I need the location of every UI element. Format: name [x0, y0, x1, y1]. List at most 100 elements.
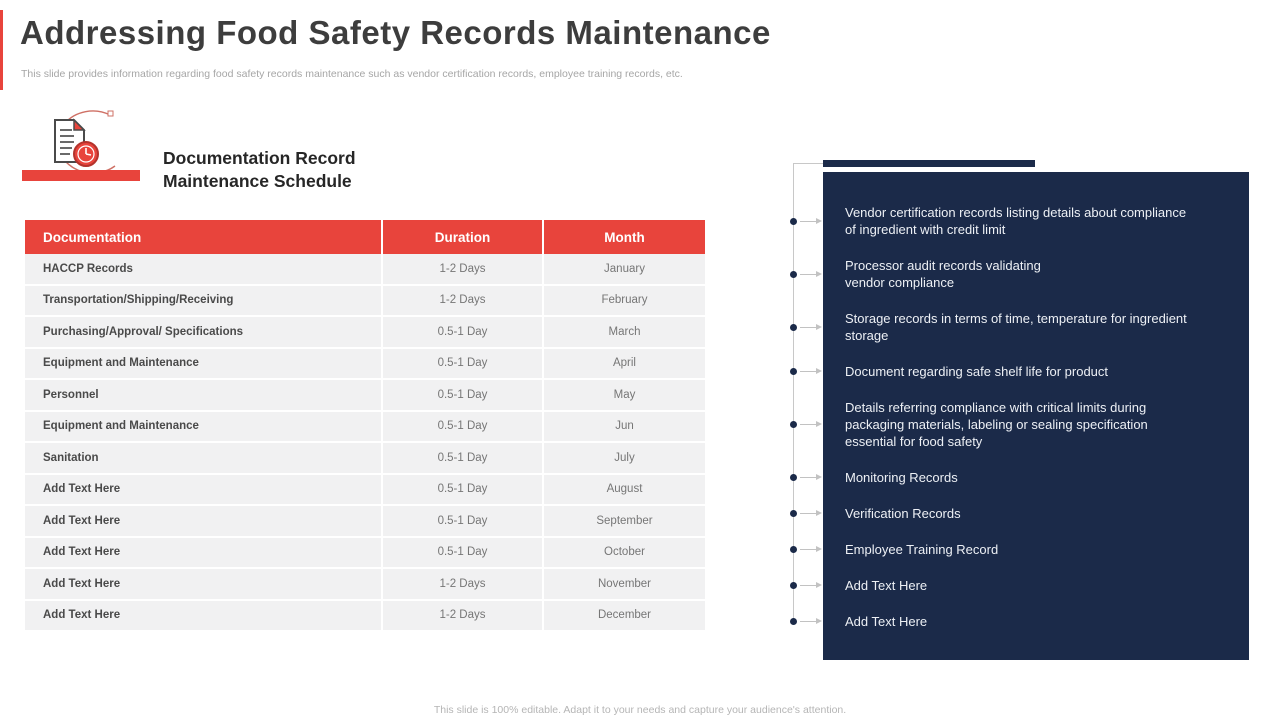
month-cell: October	[544, 537, 705, 569]
month-cell: January	[544, 254, 705, 286]
arrow-right-icon	[800, 371, 817, 372]
schedule-heading-line1: Documentation Record	[163, 148, 356, 168]
bullet-connector	[790, 509, 823, 518]
month-cell: August	[544, 474, 705, 506]
arrow-head-icon	[816, 368, 822, 374]
table-body: HACCP Records 1-2 Days January Transport…	[25, 254, 705, 632]
table-row: Sanitation 0.5-1 Day July	[25, 443, 705, 475]
duration-cell: 1-2 Days	[383, 285, 544, 317]
documentation-cell: Equipment and Maintenance	[25, 411, 383, 443]
table-row: Add Text Here 1-2 Days December	[25, 600, 705, 632]
column-header-month: Month	[544, 220, 705, 254]
arrow-head-icon	[816, 421, 822, 427]
duration-cell: 0.5-1 Day	[383, 317, 544, 349]
documentation-cell: Add Text Here	[25, 600, 383, 632]
duration-cell: 0.5-1 Day	[383, 443, 544, 475]
schedule-heading-line2: Maintenance Schedule	[163, 171, 352, 191]
bullet-item: Document regarding safe shelf life for p…	[845, 364, 1109, 379]
month-cell: May	[544, 380, 705, 412]
table-row: Add Text Here 0.5-1 Day August	[25, 474, 705, 506]
bullet-connector	[790, 473, 823, 482]
bullet-connector	[790, 617, 823, 626]
table-row: Add Text Here 1-2 Days November	[25, 569, 705, 601]
table-row: Transportation/Shipping/Receiving 1-2 Da…	[25, 285, 705, 317]
arrow-head-icon	[816, 618, 822, 624]
document-clock-icon	[22, 108, 142, 174]
arrow-right-icon	[800, 585, 817, 586]
schedule-heading: Documentation Record Maintenance Schedul…	[163, 147, 443, 193]
bullet-connector	[790, 581, 823, 590]
table-row: HACCP Records 1-2 Days January	[25, 254, 705, 286]
bullet-item: Storage records in terms of time, temper…	[845, 311, 1187, 343]
slide-subtitle: This slide provides information regardin…	[21, 68, 683, 80]
duration-cell: 0.5-1 Day	[383, 537, 544, 569]
schedule-table: Documentation Duration Month HACCP Recor…	[25, 220, 705, 632]
duration-cell: 1-2 Days	[383, 254, 544, 286]
bullet-item: Verification Records	[845, 506, 961, 521]
arrow-right-icon	[800, 477, 817, 478]
documentation-cell: HACCP Records	[25, 254, 383, 286]
month-cell: February	[544, 285, 705, 317]
arrow-head-icon	[816, 582, 822, 588]
month-cell: December	[544, 600, 705, 632]
duration-cell: 0.5-1 Day	[383, 348, 544, 380]
footer-note: This slide is 100% editable. Adapt it to…	[433, 704, 847, 716]
column-header-duration: Duration	[383, 220, 544, 254]
bullet-connector	[790, 545, 823, 554]
table-header-row: Documentation Duration Month	[25, 220, 705, 254]
duration-cell: 0.5-1 Day	[383, 380, 544, 412]
arrow-right-icon	[800, 549, 817, 550]
month-cell: March	[544, 317, 705, 349]
month-cell: April	[544, 348, 705, 380]
icon-accent-underline	[22, 170, 140, 181]
table-row: Add Text Here 0.5-1 Day October	[25, 537, 705, 569]
documentation-cell: Purchasing/Approval/ Specifications	[25, 317, 383, 349]
bullet-connector	[790, 420, 823, 429]
arrow-head-icon	[816, 546, 822, 552]
bullet-item: Monitoring Records	[845, 470, 958, 485]
bullet-item: Details referring compliance with critic…	[845, 400, 1148, 449]
arrow-head-icon	[816, 323, 822, 330]
month-cell: Jun	[544, 411, 705, 443]
documentation-cell: Equipment and Maintenance	[25, 348, 383, 380]
documentation-cell: Add Text Here	[25, 537, 383, 569]
bullet-connector	[790, 270, 823, 279]
arrow-right-icon	[800, 513, 817, 514]
duration-cell: 1-2 Days	[383, 600, 544, 632]
table-row: Equipment and Maintenance 0.5-1 Day Jun	[25, 411, 705, 443]
arrow-right-icon	[800, 220, 817, 222]
table-row: Add Text Here 0.5-1 Day September	[25, 506, 705, 538]
month-cell: November	[544, 569, 705, 601]
bullet-connector	[790, 217, 823, 226]
left-edge-accent	[0, 10, 3, 90]
bullet-item: Add Text Here	[845, 614, 928, 629]
documentation-cell: Transportation/Shipping/Receiving	[25, 285, 383, 317]
records-group: Vendor certification records listing det…	[790, 160, 1250, 670]
connector-rail	[793, 163, 794, 622]
arrow-head-icon	[816, 270, 822, 277]
panel-top-bar	[823, 160, 1035, 167]
bullet-item: Processor audit records validating vendo…	[845, 258, 1041, 290]
documentation-cell: Add Text Here	[25, 474, 383, 506]
records-panel: Vendor certification records listing det…	[823, 172, 1249, 660]
arrow-right-icon	[800, 424, 817, 425]
duration-cell: 0.5-1 Day	[383, 506, 544, 538]
arrow-head-icon	[816, 474, 822, 480]
arrow-right-icon	[800, 326, 817, 328]
table-row: Purchasing/Approval/ Specifications 0.5-…	[25, 317, 705, 349]
arrow-right-icon	[800, 273, 817, 275]
month-cell: July	[544, 443, 705, 475]
bullet-connector	[790, 367, 823, 376]
month-cell: September	[544, 506, 705, 538]
arrow-right-icon	[800, 621, 817, 622]
documentation-cell: Add Text Here	[25, 506, 383, 538]
column-header-documentation: Documentation	[25, 220, 383, 254]
duration-cell: 0.5-1 Day	[383, 474, 544, 506]
table-row: Personnel 0.5-1 Day May	[25, 380, 705, 412]
duration-cell: 0.5-1 Day	[383, 411, 544, 443]
arrow-head-icon	[816, 510, 822, 516]
duration-cell: 1-2 Days	[383, 569, 544, 601]
bullet-connector	[790, 323, 823, 332]
documentation-cell: Sanitation	[25, 443, 383, 475]
documentation-cell: Personnel	[25, 380, 383, 412]
